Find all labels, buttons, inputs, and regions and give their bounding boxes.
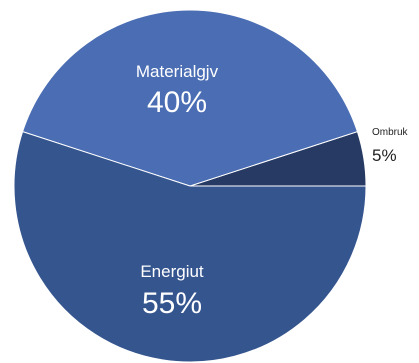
slice-value-materialgjv: 40%	[147, 86, 207, 119]
pie-slice-energiut	[13, 130, 367, 363]
slice-label-ombruk: Ombruk	[372, 127, 409, 138]
pie-labels: Ombruk 5% Materialgjv 40% Energiut 55%	[136, 62, 409, 320]
pie-slices	[13, 9, 367, 363]
slice-label-materialgjv: Materialgjv	[136, 62, 219, 81]
pie-slice-materialgjv	[21, 9, 359, 187]
slice-label-energiut: Energiut	[140, 262, 204, 281]
slice-value-energiut: 55%	[142, 287, 202, 320]
slice-value-ombruk: 5%	[372, 146, 397, 165]
